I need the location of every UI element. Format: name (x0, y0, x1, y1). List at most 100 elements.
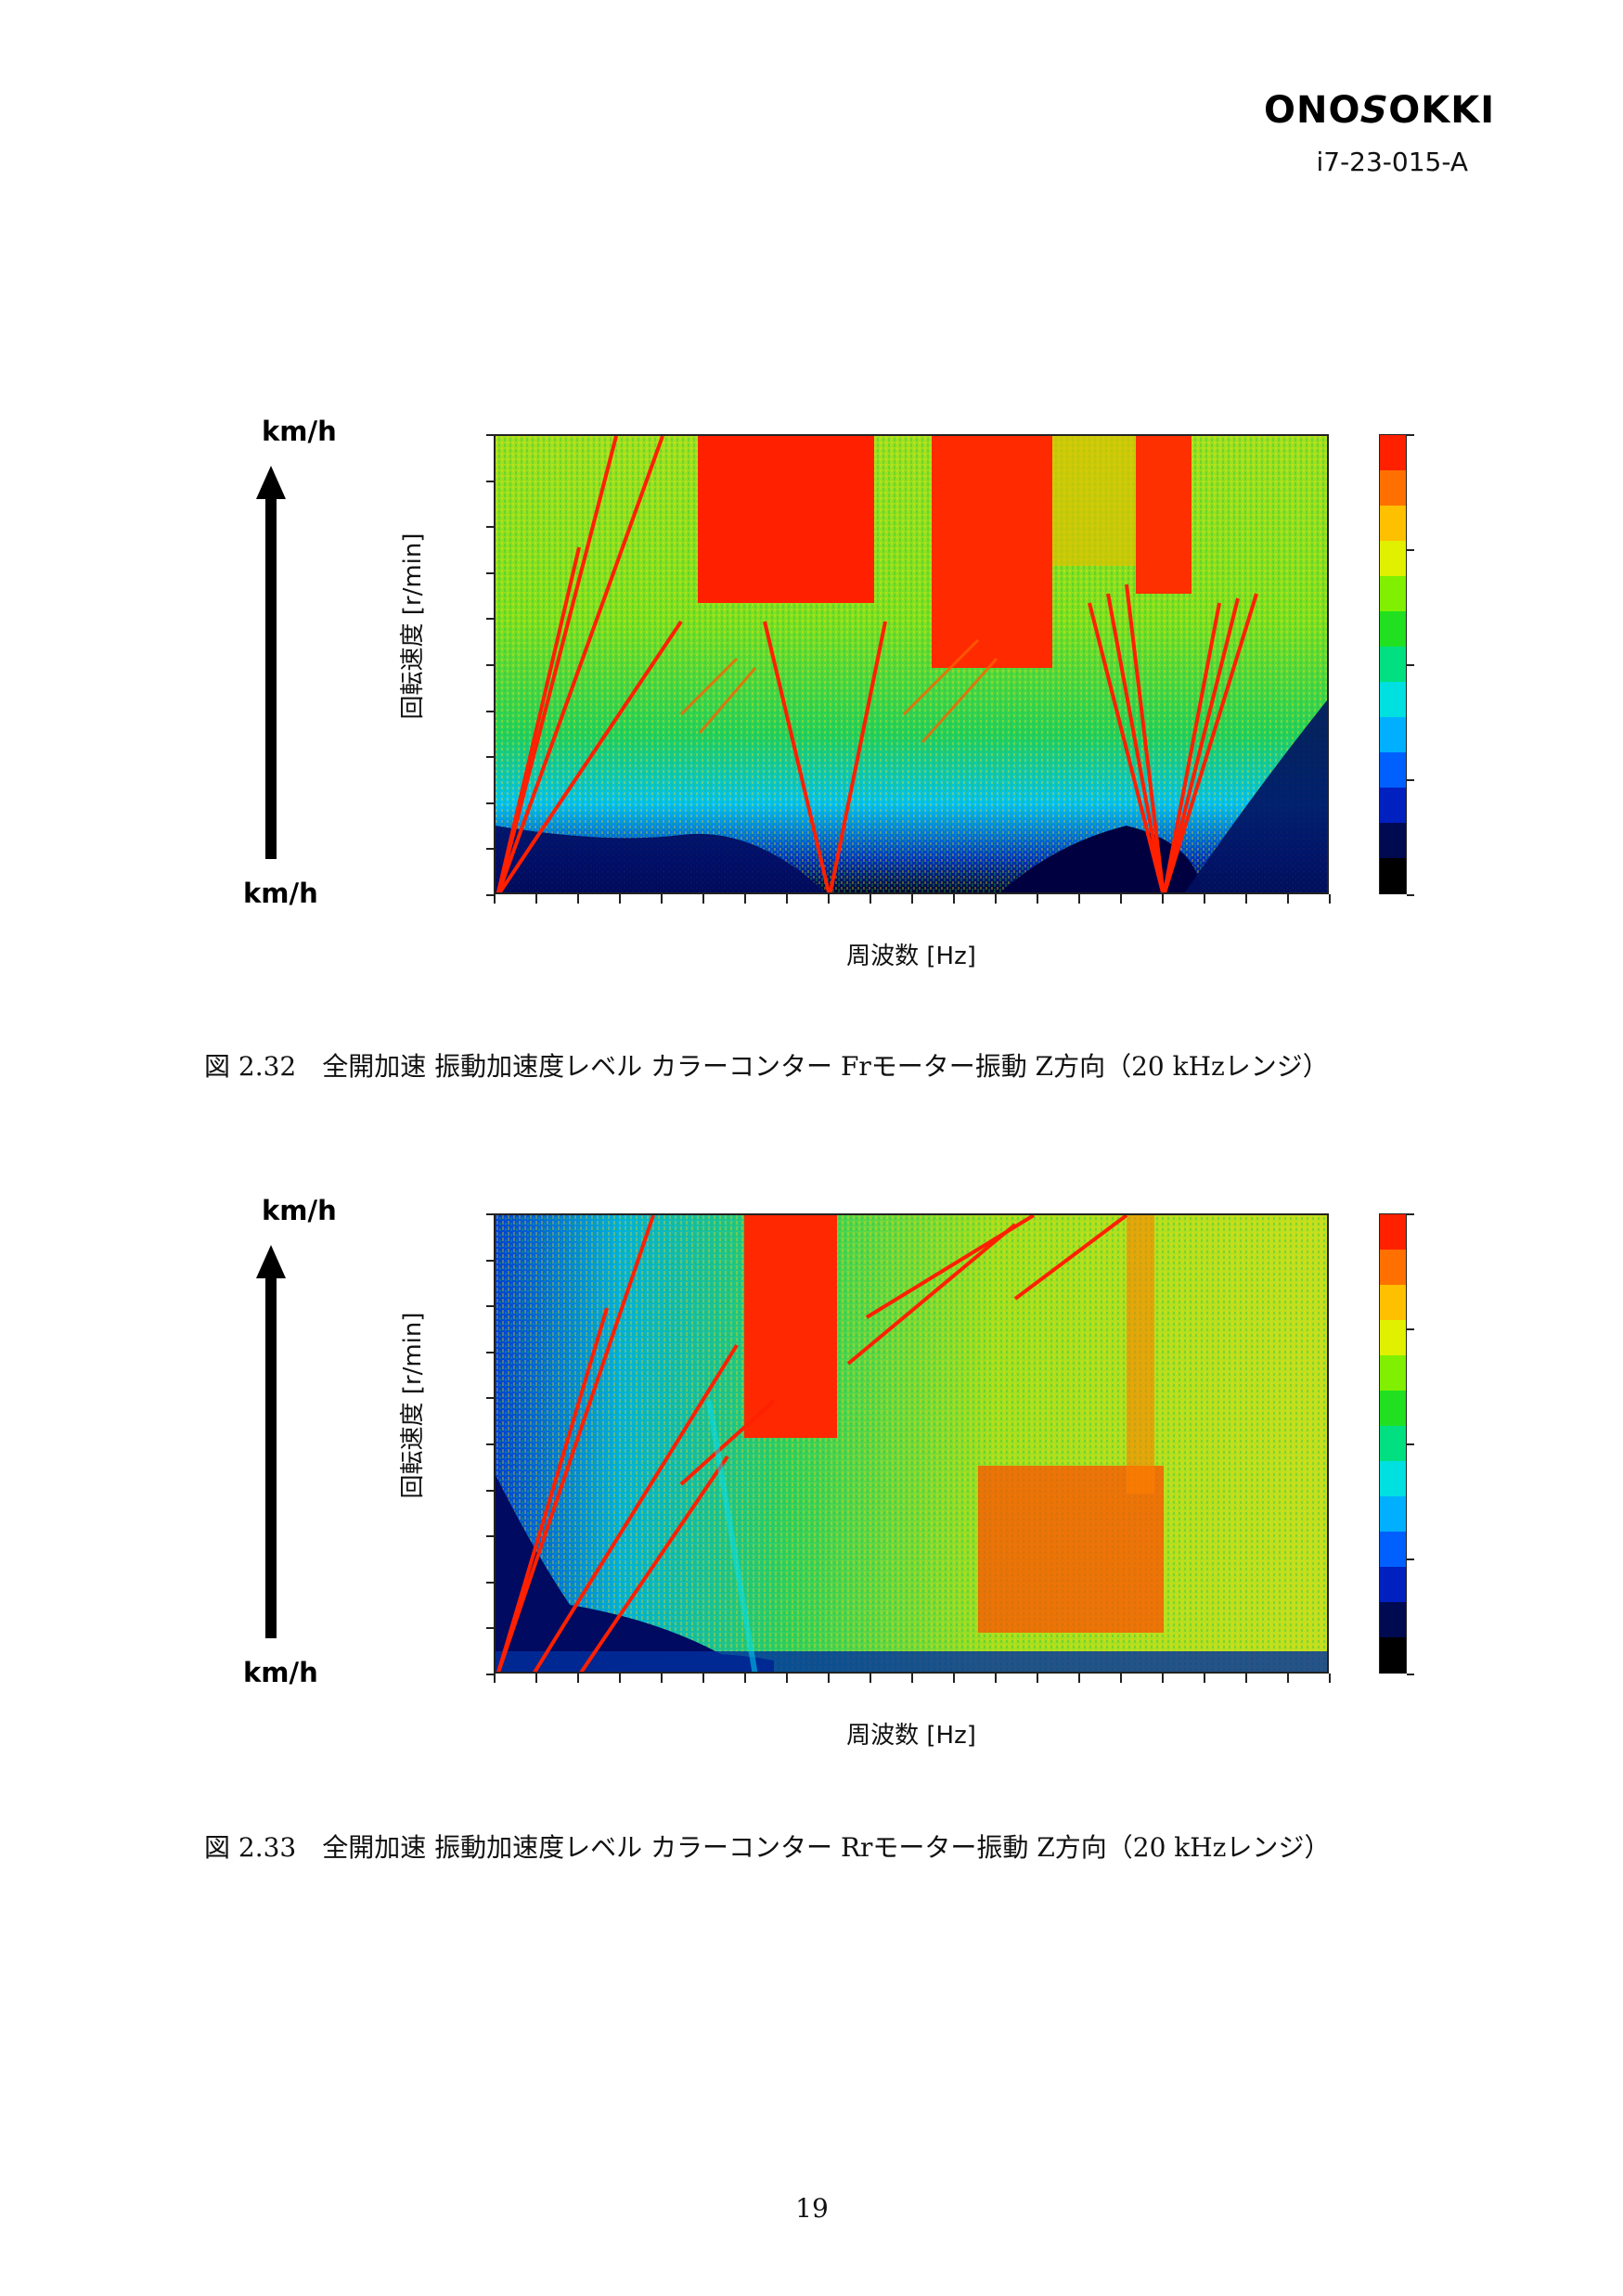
color-scale-step (1380, 470, 1406, 507)
x-axis-ticks (494, 894, 1331, 905)
spectrogram-plot (494, 434, 1329, 894)
color-scale-step (1380, 506, 1406, 543)
x-axis-tick (535, 1674, 537, 1683)
color-scale-step (1380, 1250, 1406, 1287)
color-scale-step (1380, 1214, 1406, 1251)
x-axis-label: 周波数 [Hz] (846, 1722, 976, 1750)
y-axis-tick (486, 1535, 494, 1538)
x-axis-tick (1078, 894, 1080, 904)
x-axis-tick (828, 894, 830, 904)
color-scale-tick (1407, 1558, 1414, 1560)
y-axis-tick (486, 1397, 494, 1400)
x-axis-tick (1245, 894, 1247, 904)
y-axis-tick (486, 1581, 494, 1584)
y-axis-tick (486, 710, 494, 712)
color-scale-step (1380, 1285, 1406, 1322)
color-scale-step (1380, 788, 1406, 825)
figure-caption: 図 2.32 全開加速 振動加速度レベル カラーコンター Frモーター振動 Z方… (204, 1051, 1329, 1082)
y-axis-tick (486, 526, 494, 529)
up-arrow-icon (256, 1245, 286, 1638)
x-axis-tick (661, 1674, 663, 1683)
color-scale-step (1380, 1567, 1406, 1604)
y-axis-tick (486, 1213, 494, 1215)
x-axis-tick (911, 894, 913, 904)
x-axis-tick (911, 1674, 913, 1683)
x-axis-tick (953, 1674, 955, 1683)
color-scale-step (1380, 1426, 1406, 1463)
y-axis-tick (486, 1443, 494, 1445)
color-scale-step (1380, 752, 1406, 789)
x-axis-tick (1162, 894, 1164, 904)
figure-2-32: km/h km/h 回転速度 [r/min] (0, 408, 1623, 1002)
color-scale-tick (1407, 549, 1414, 551)
x-axis-tick (661, 894, 663, 904)
x-axis-tick (995, 1674, 997, 1683)
page-number: 19 (795, 2193, 829, 2224)
company-logo: ONOSOKKI (1264, 89, 1494, 135)
x-axis-tick (1204, 1674, 1205, 1683)
x-axis-tick (744, 894, 746, 904)
x-axis-ticks (494, 1674, 1331, 1685)
y-axis-ticks (486, 1213, 494, 1675)
x-axis-tick (1287, 1674, 1289, 1683)
color-scale-step (1380, 682, 1406, 719)
spectrogram-plot (494, 1213, 1329, 1674)
y-axis-tick (486, 571, 494, 574)
color-scale-step (1380, 1320, 1406, 1357)
x-axis-tick (869, 1674, 871, 1683)
x-axis-tick (786, 1674, 788, 1683)
color-scale-step (1380, 1355, 1406, 1392)
color-scale-tick (1407, 894, 1414, 896)
x-axis-tick (1120, 894, 1122, 904)
logo-text-left: ONO (1264, 89, 1361, 132)
color-scale-tick (1407, 1674, 1414, 1675)
y-axis-tick (486, 1674, 494, 1675)
color-scale-step (1380, 1461, 1406, 1498)
x-axis-tick (786, 894, 788, 904)
color-scale-bar (1379, 434, 1407, 895)
x-axis-tick (577, 1674, 579, 1683)
document-id: i7-23-015-A (1316, 147, 1468, 177)
color-scale-tick (1407, 1213, 1414, 1215)
x-axis-tick (494, 1674, 496, 1683)
y-axis-tick (486, 1489, 494, 1492)
y-axis-tick (486, 756, 494, 759)
color-scale-step (1380, 823, 1406, 860)
x-axis-tick (953, 894, 955, 904)
color-scale-step (1380, 435, 1406, 472)
x-axis-tick (1329, 1674, 1331, 1683)
color-scale-step (1380, 1496, 1406, 1533)
figure-caption: 図 2.33 全開加速 振動加速度レベル カラーコンター Rrモーター振動 Z方… (204, 1832, 1331, 1863)
color-scale-step (1380, 1532, 1406, 1569)
color-scale-step (1380, 576, 1406, 613)
color-scale-step (1380, 647, 1406, 684)
x-axis-tick (619, 1674, 621, 1683)
x-axis-tick (702, 1674, 704, 1683)
x-axis-tick (494, 894, 496, 904)
x-axis-tick (1078, 1674, 1080, 1683)
y-axis-tick (486, 894, 494, 896)
color-scale-step (1380, 858, 1406, 895)
x-axis-tick (995, 894, 997, 904)
x-axis-tick (1162, 1674, 1164, 1683)
y-axis-tick (486, 802, 494, 804)
x-axis-tick (869, 894, 871, 904)
x-axis-tick (1287, 894, 1289, 904)
spectrogram-image (496, 436, 1327, 892)
y-axis-tick (486, 618, 494, 621)
y-axis-ticks (486, 434, 494, 896)
x-axis-tick (1245, 1674, 1247, 1683)
x-axis-tick (828, 1674, 830, 1683)
y-axis-tick (486, 1259, 494, 1262)
x-axis-tick (577, 894, 579, 904)
x-axis-label: 周波数 [Hz] (846, 943, 976, 970)
x-axis-tick (1037, 1674, 1038, 1683)
color-scale-tick (1407, 664, 1414, 666)
color-scale-step (1380, 1637, 1406, 1674)
y-axis-tick (486, 1351, 494, 1353)
color-scale-bar (1379, 1213, 1407, 1674)
spectrogram-image (496, 1215, 1327, 1672)
y-axis-tick (486, 1627, 494, 1630)
x-axis-tick (619, 894, 621, 904)
speed-top-label: km/h (262, 1195, 337, 1226)
